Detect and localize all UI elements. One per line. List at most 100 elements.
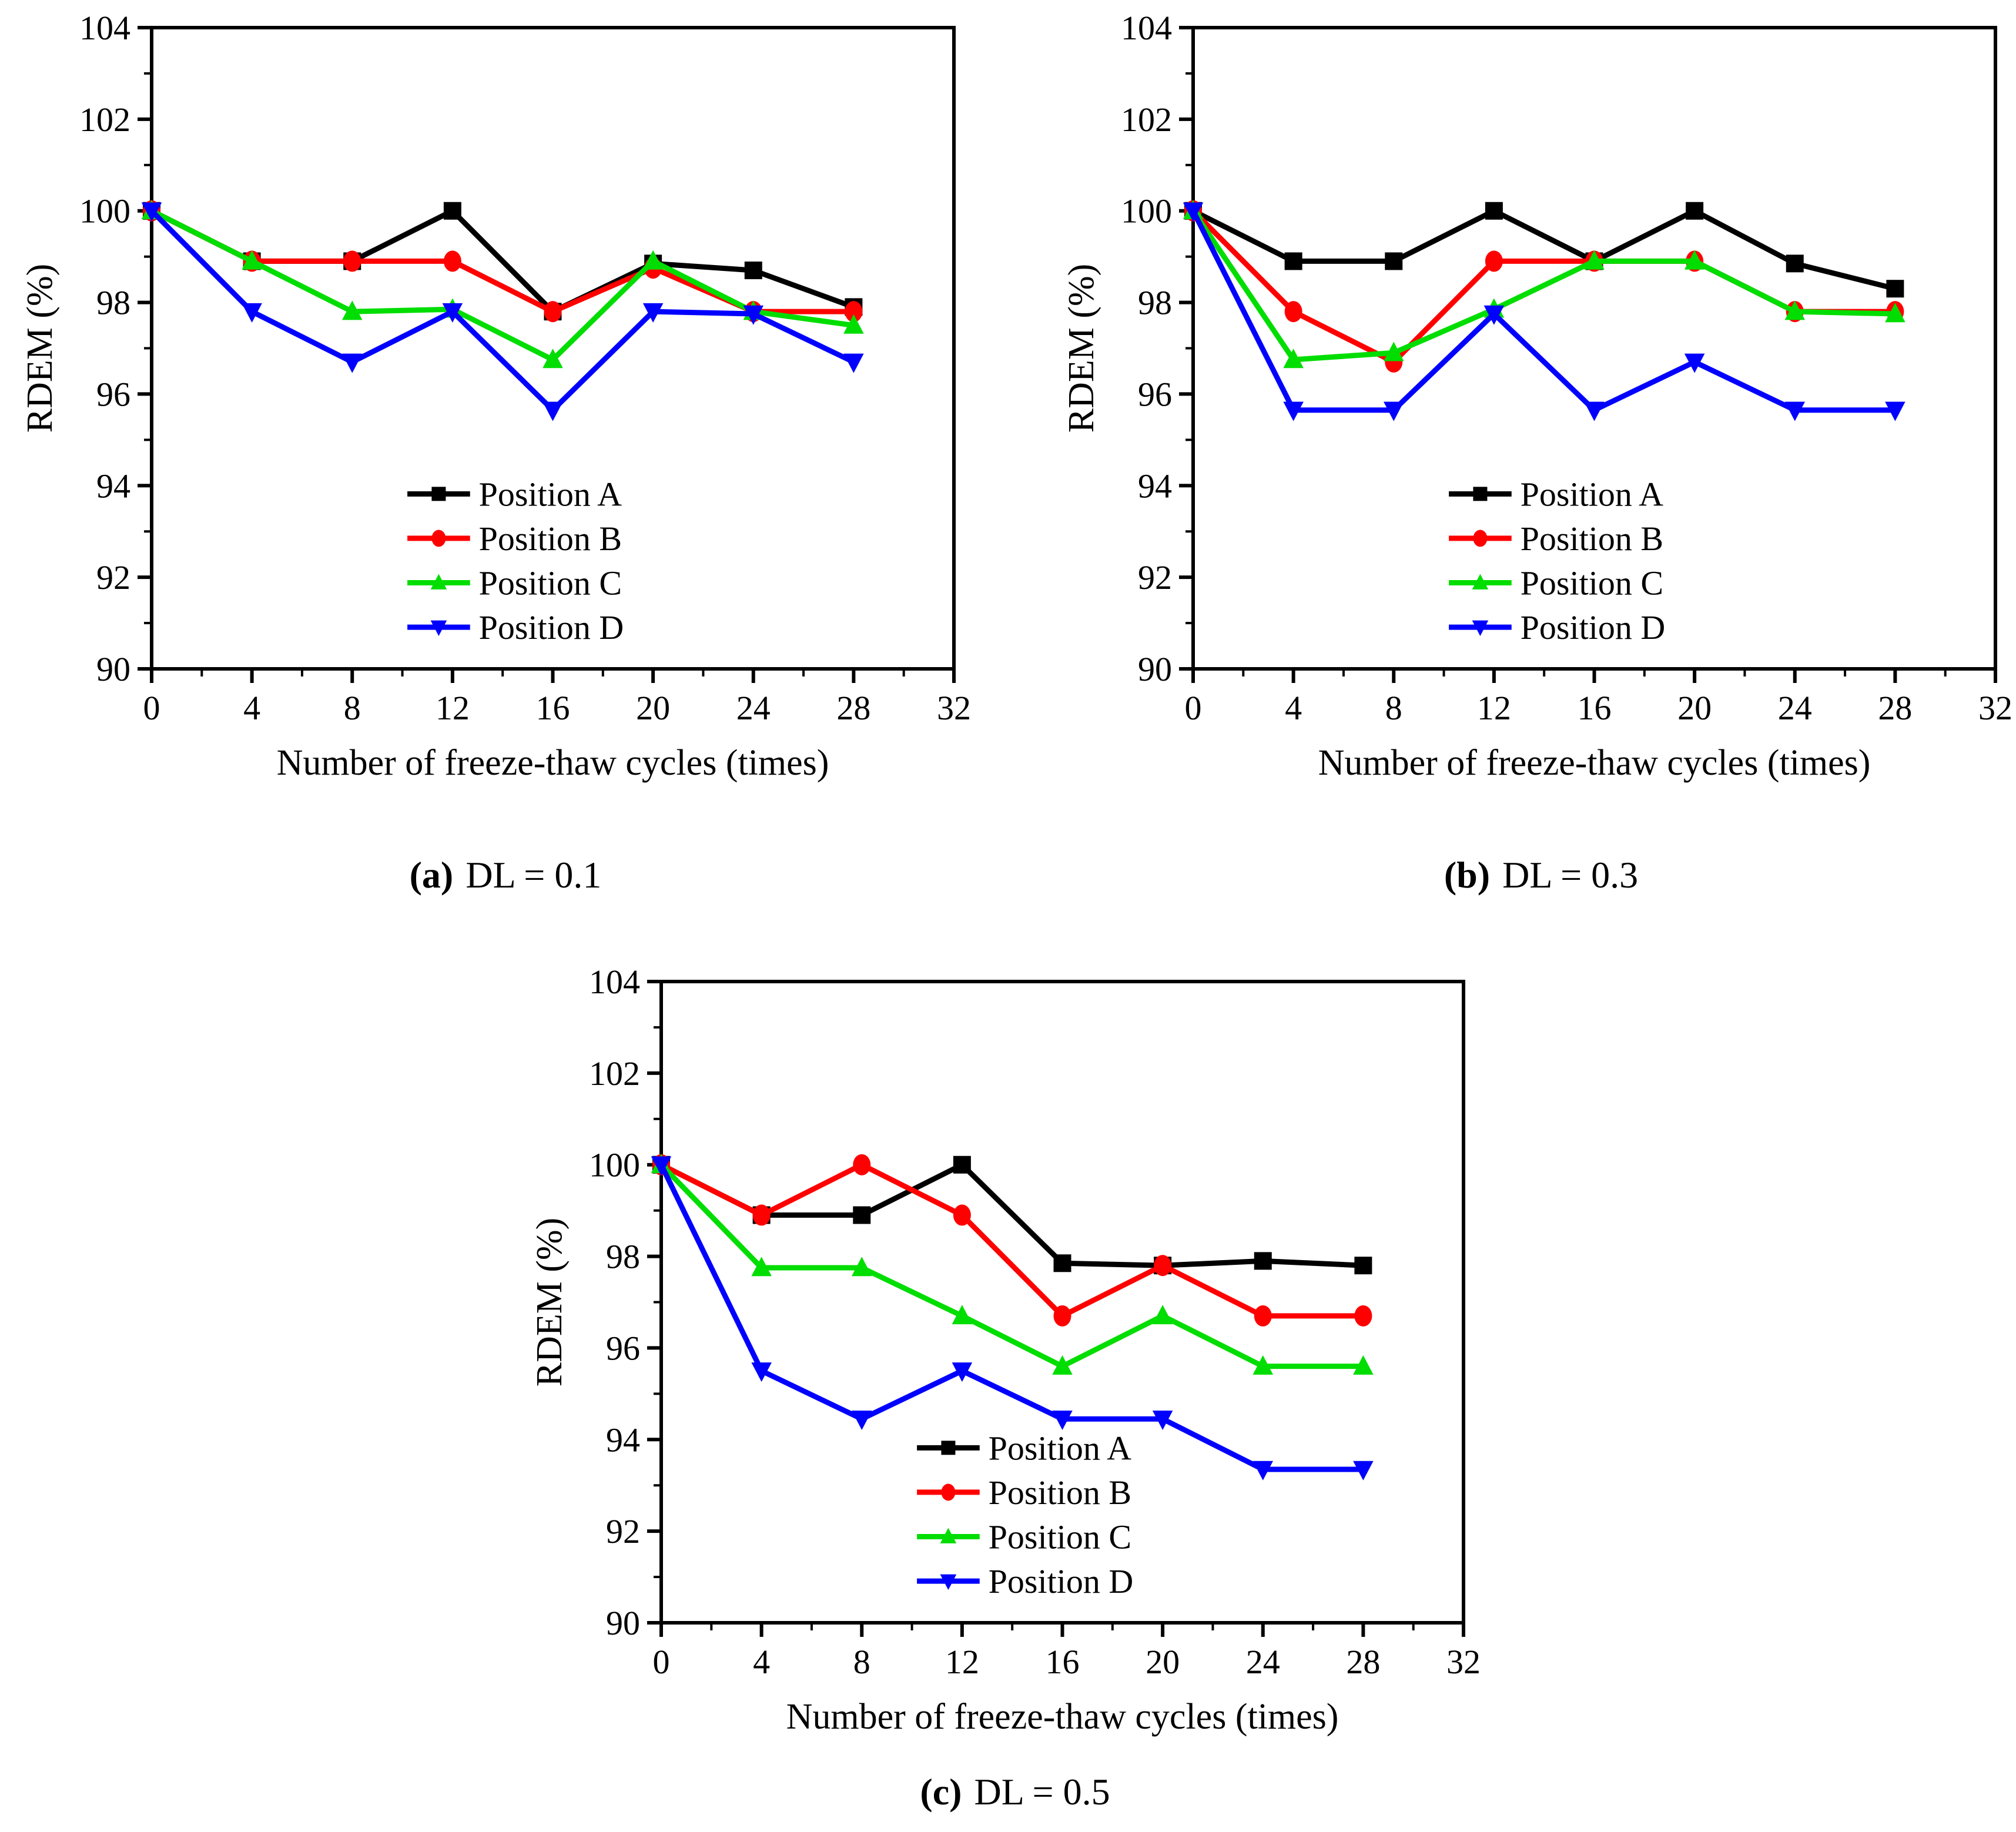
series-position-c xyxy=(651,1153,1374,1375)
y-tick-label: 90 xyxy=(1138,650,1172,688)
y-tick-label: 92 xyxy=(606,1512,640,1550)
data-point-marker xyxy=(1052,1355,1073,1375)
data-point-marker xyxy=(442,303,463,323)
data-point-marker xyxy=(852,1410,872,1430)
data-point-marker xyxy=(443,250,461,272)
y-tick-label: 100 xyxy=(1121,192,1172,230)
data-point-marker xyxy=(1353,1355,1374,1375)
y-tick-label: 90 xyxy=(606,1604,640,1642)
data-point-marker xyxy=(1684,250,1705,270)
data-point-marker xyxy=(1384,401,1404,421)
caption-a-label: (a) xyxy=(409,854,454,896)
data-point-marker xyxy=(1384,341,1404,361)
data-point-marker xyxy=(1254,1305,1272,1327)
legend-marker xyxy=(940,1574,957,1590)
data-point-marker xyxy=(1183,202,1204,222)
y-tick-label: 98 xyxy=(1138,284,1172,322)
data-point-marker xyxy=(1152,1305,1173,1325)
x-tick-label: 20 xyxy=(1677,689,1712,727)
data-point-marker xyxy=(743,305,763,325)
x-tick-label: 32 xyxy=(1978,689,2012,727)
x-tick-label: 20 xyxy=(1146,1643,1180,1681)
data-point-marker xyxy=(845,301,863,323)
y-tick-label: 92 xyxy=(96,558,130,597)
data-point-marker xyxy=(1686,202,1704,220)
y-tick-label: 92 xyxy=(1138,558,1172,597)
data-point-marker xyxy=(843,353,864,373)
x-tick-label: 24 xyxy=(1246,1643,1280,1681)
data-point-marker xyxy=(443,202,461,220)
legend-marker xyxy=(1473,487,1488,501)
caption-c: (c) DL = 0.5 xyxy=(510,1770,1521,1814)
data-point-marker xyxy=(744,262,762,280)
legend-item-label: Position B xyxy=(989,1473,1131,1512)
series-position-b xyxy=(652,1154,1372,1327)
x-axis: 0 4 8 12 16 20 24 28 32 xyxy=(1185,669,2012,727)
legend-marker xyxy=(1473,530,1488,547)
caption-b-label: (b) xyxy=(1444,854,1491,896)
x-tick-label: 12 xyxy=(436,689,470,727)
data-point-marker xyxy=(1154,1255,1172,1277)
x-tick-label: 4 xyxy=(1285,689,1302,727)
data-point-marker xyxy=(1354,1257,1372,1275)
legend-marker xyxy=(941,1441,956,1455)
data-point-marker xyxy=(1283,349,1304,369)
legend-item-label: Position A xyxy=(479,475,622,513)
y-tick-label: 104 xyxy=(79,9,130,47)
y-tick-label: 90 xyxy=(96,650,130,688)
y-axis: 90 92 94 96 98 100 102 104 xyxy=(589,963,661,1642)
series-position-d xyxy=(1183,202,1906,421)
chart-panel-b: 0 4 8 12 16 20 24 28 32 90 92 94 96 98 100 102 104 Number… xyxy=(1042,0,2016,788)
data-point-marker xyxy=(1052,1410,1073,1430)
y-tick-label: 94 xyxy=(1138,467,1172,505)
data-point-marker xyxy=(852,1257,872,1277)
data-point-marker xyxy=(343,250,361,272)
y-tick-label: 100 xyxy=(79,192,130,230)
x-tick-label: 12 xyxy=(945,1643,979,1681)
legend-marker xyxy=(941,1483,956,1501)
data-point-marker xyxy=(952,1305,973,1325)
series-line xyxy=(659,1163,1364,1369)
data-point-marker xyxy=(1584,250,1605,270)
data-point-marker xyxy=(1152,1410,1173,1430)
data-point-marker xyxy=(1283,401,1304,421)
caption-a: (a) DL = 0.1 xyxy=(0,853,1011,897)
data-point-marker xyxy=(1784,300,1805,320)
y-tick-label: 102 xyxy=(1121,101,1172,139)
y-tick-label: 96 xyxy=(1138,375,1172,413)
y-tick-label: 104 xyxy=(1121,9,1172,47)
data-point-marker xyxy=(751,1362,772,1382)
data-point-marker xyxy=(1053,1254,1071,1272)
series-line xyxy=(150,208,854,363)
x-tick-label: 32 xyxy=(937,689,971,727)
series-line xyxy=(1191,207,1896,292)
caption-b: (b) DL = 0.3 xyxy=(1042,853,2016,897)
legend-item-label: Position C xyxy=(1521,564,1663,602)
data-point-marker xyxy=(342,353,363,373)
y-tick-label: 102 xyxy=(589,1054,640,1093)
data-point-marker xyxy=(853,1154,871,1175)
data-point-marker xyxy=(1284,301,1302,323)
data-point-marker xyxy=(1254,1252,1272,1270)
data-point-marker xyxy=(1886,280,1904,298)
data-point-marker xyxy=(953,1156,971,1174)
chart-panel-c: 0 4 8 12 16 20 24 28 32 90 92 94 96 98 100 102 104 Number… xyxy=(510,954,1521,1741)
data-point-marker xyxy=(1483,305,1505,325)
x-tick-label: 12 xyxy=(1477,689,1511,727)
x-axis: 0 4 8 12 16 20 24 28 32 xyxy=(653,1623,1481,1681)
data-point-marker xyxy=(1354,1305,1372,1327)
caption-c-label: (c) xyxy=(920,1771,962,1813)
data-point-marker xyxy=(642,250,664,270)
data-point-marker xyxy=(141,202,162,222)
x-tick-label: 24 xyxy=(1778,689,1812,727)
data-point-marker xyxy=(1485,202,1503,220)
y-tick-label: 98 xyxy=(96,284,130,322)
data-point-marker xyxy=(1584,401,1605,421)
x-tick-label: 28 xyxy=(1346,1643,1380,1681)
x-tick-label: 24 xyxy=(736,689,771,727)
data-point-marker xyxy=(1253,1355,1273,1375)
series-position-d xyxy=(651,1156,1374,1481)
data-point-marker xyxy=(1353,1461,1374,1481)
x-tick-label: 0 xyxy=(143,689,160,727)
series-line xyxy=(659,1161,1364,1319)
